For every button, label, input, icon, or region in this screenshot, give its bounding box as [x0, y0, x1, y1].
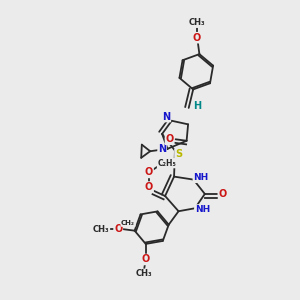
- Text: O: O: [145, 182, 153, 192]
- Text: NH: NH: [195, 205, 210, 214]
- Text: CH₂: CH₂: [121, 220, 135, 226]
- Text: CH₃: CH₃: [189, 18, 205, 27]
- Text: O: O: [145, 167, 153, 177]
- Text: N: N: [158, 144, 166, 154]
- Text: O: O: [114, 224, 122, 234]
- Text: NH: NH: [193, 173, 208, 182]
- Text: O: O: [142, 254, 150, 265]
- Text: O: O: [193, 33, 201, 43]
- Text: N: N: [162, 112, 170, 122]
- Text: O: O: [166, 134, 174, 144]
- Text: S: S: [175, 149, 182, 159]
- Text: C₂H₅: C₂H₅: [158, 159, 176, 168]
- Text: CH₃: CH₃: [136, 269, 152, 278]
- Text: H: H: [193, 101, 201, 111]
- Text: O: O: [219, 189, 227, 199]
- Text: CH₃: CH₃: [93, 225, 110, 234]
